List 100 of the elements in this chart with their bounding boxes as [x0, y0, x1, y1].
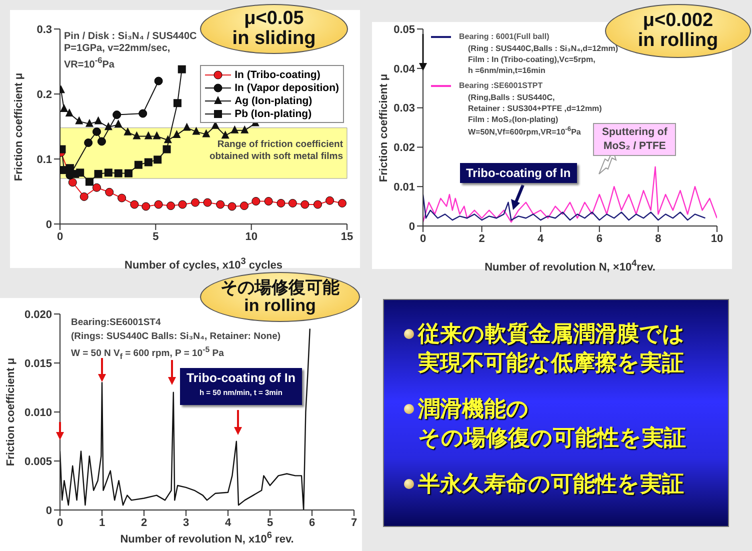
point — [326, 196, 334, 205]
band-label: Range of friction coefficient obtained with soft metal films — [209, 139, 344, 162]
x-axis-title: Number of cycles, x10$^{3}$ cycles — [124, 256, 282, 272]
annotation: μ<0.002 in rolling — [638, 10, 718, 51]
point — [80, 192, 88, 201]
x-tick-label: 0 — [420, 232, 426, 245]
x-tick-label: 4 — [224, 516, 232, 529]
line-series — [423, 166, 717, 223]
annotation: P=1GPa, v=22mm/sec, — [64, 43, 170, 54]
point — [166, 202, 176, 210]
y-tick-label: 0.2 — [36, 88, 52, 101]
point — [162, 145, 171, 154]
point — [276, 198, 286, 208]
x-axis-title: Number of revolution N, ×10$^{4}$rev. — [484, 258, 656, 274]
y-tick-label: 0.01 — [394, 182, 415, 194]
x-tick-label: 5 — [266, 516, 274, 529]
point — [118, 194, 126, 202]
point — [92, 127, 101, 136]
point — [68, 178, 77, 187]
point — [154, 76, 163, 86]
y-tick-label: 0 — [46, 504, 52, 517]
point — [124, 169, 132, 178]
y-tick-label: 0 — [46, 218, 52, 231]
x-tick-label: 2 — [478, 232, 485, 245]
annotation: Film : In (Tribo-coating),Vc=5rpm, — [468, 55, 596, 64]
point — [65, 108, 74, 116]
x-tick-label: 2 — [140, 516, 148, 529]
x-tick-label: 6 — [596, 232, 602, 245]
y-tick-label: 0.04 — [394, 63, 416, 76]
point — [202, 129, 210, 138]
point — [130, 200, 139, 209]
point — [221, 130, 230, 139]
point — [338, 198, 346, 208]
y-tick-label: 0.05 — [394, 24, 415, 36]
y-tick-label: 0.015 — [24, 358, 52, 370]
annotation: (Ring : SUS440C,Balls : Si₃N₄,d=12mm) — [468, 44, 618, 53]
y-tick-label: 0.03 — [394, 102, 415, 115]
point — [300, 200, 310, 209]
point — [216, 200, 225, 209]
x-axis-title: Number of revolution N, x10$^{6}$ rev. — [120, 530, 294, 546]
legend-label: In (Vapor deposition) — [234, 82, 339, 94]
line-series — [423, 194, 706, 221]
point — [230, 125, 239, 134]
point — [240, 125, 249, 134]
point — [240, 202, 249, 210]
point — [84, 138, 93, 147]
point — [252, 197, 260, 206]
text: その場修復の可能性を実証 — [418, 424, 687, 453]
y-tick-label: 0 — [408, 220, 415, 233]
point — [92, 183, 101, 192]
legend-label: Ag (Ion-plating) — [234, 94, 312, 106]
point — [178, 200, 187, 209]
annotation: W = 50 N V$_{f}$ = 600 rpm, P = 10$^{-5}$ Pa — [71, 345, 224, 362]
point — [134, 160, 142, 169]
y-tick-label: 0.020 — [24, 308, 52, 321]
y-axis-title: Friction coefficient μ — [378, 73, 390, 182]
point — [178, 65, 186, 74]
x-tick-label: 5 — [152, 230, 159, 243]
legend-label: Bearing :SE6001STPT — [459, 81, 543, 90]
x-tick-label: 0 — [56, 516, 64, 529]
point — [288, 198, 297, 208]
point — [105, 188, 114, 196]
point — [203, 198, 212, 207]
x-tick-label: 4 — [538, 232, 545, 245]
y-axis-title: Friction coefficient μ — [5, 358, 17, 466]
point — [228, 202, 236, 211]
x-tick-label: 10 — [710, 232, 724, 245]
y-tick-label: 0.005 — [24, 456, 52, 468]
annotation: VR=10$^{-6}$Pa — [64, 55, 114, 70]
x-tick-label: 7 — [350, 516, 358, 529]
point — [182, 122, 191, 131]
point — [192, 126, 200, 135]
point — [164, 135, 172, 144]
annotation: Pin / Disk : Si₃N₄ / SUS440C — [64, 31, 197, 42]
annotation: Retainer : SUS304+PTFE ,d=12mm) — [468, 104, 602, 113]
point — [124, 127, 132, 136]
point — [313, 200, 322, 209]
point — [173, 99, 182, 108]
point — [60, 104, 68, 112]
x-tick-label: 1 — [98, 516, 106, 529]
point — [154, 156, 162, 164]
point — [172, 130, 181, 138]
annotation: Tribo-coating of In — [460, 163, 577, 183]
point — [76, 168, 84, 177]
point — [75, 116, 84, 124]
point — [85, 118, 94, 127]
point — [142, 202, 150, 211]
x-tick-label: 8 — [655, 232, 662, 245]
x-tick-label: 0 — [56, 230, 64, 243]
annotation: Bearing:SE6001ST4 — [71, 317, 161, 328]
legend-label: Bearing : 6001(Full ball) — [459, 32, 550, 41]
point — [191, 198, 200, 207]
point — [152, 131, 161, 140]
annotation: W=50N,Vf=600rpm,VR=10$^{-6}$Pa — [468, 126, 581, 137]
annotation: Film : MoS₂(Ion-plating) — [468, 115, 558, 124]
legend-label: In (Tribo-coating) — [234, 68, 320, 80]
annotation: (Rings: SUS440C Balls: Si₃N₄, Retainer: None) — [71, 331, 281, 342]
x-tick-label: 10 — [245, 230, 258, 243]
y-tick-label: 0.3 — [36, 24, 52, 36]
annotation: Tribo-coating of In — [186, 371, 296, 385]
